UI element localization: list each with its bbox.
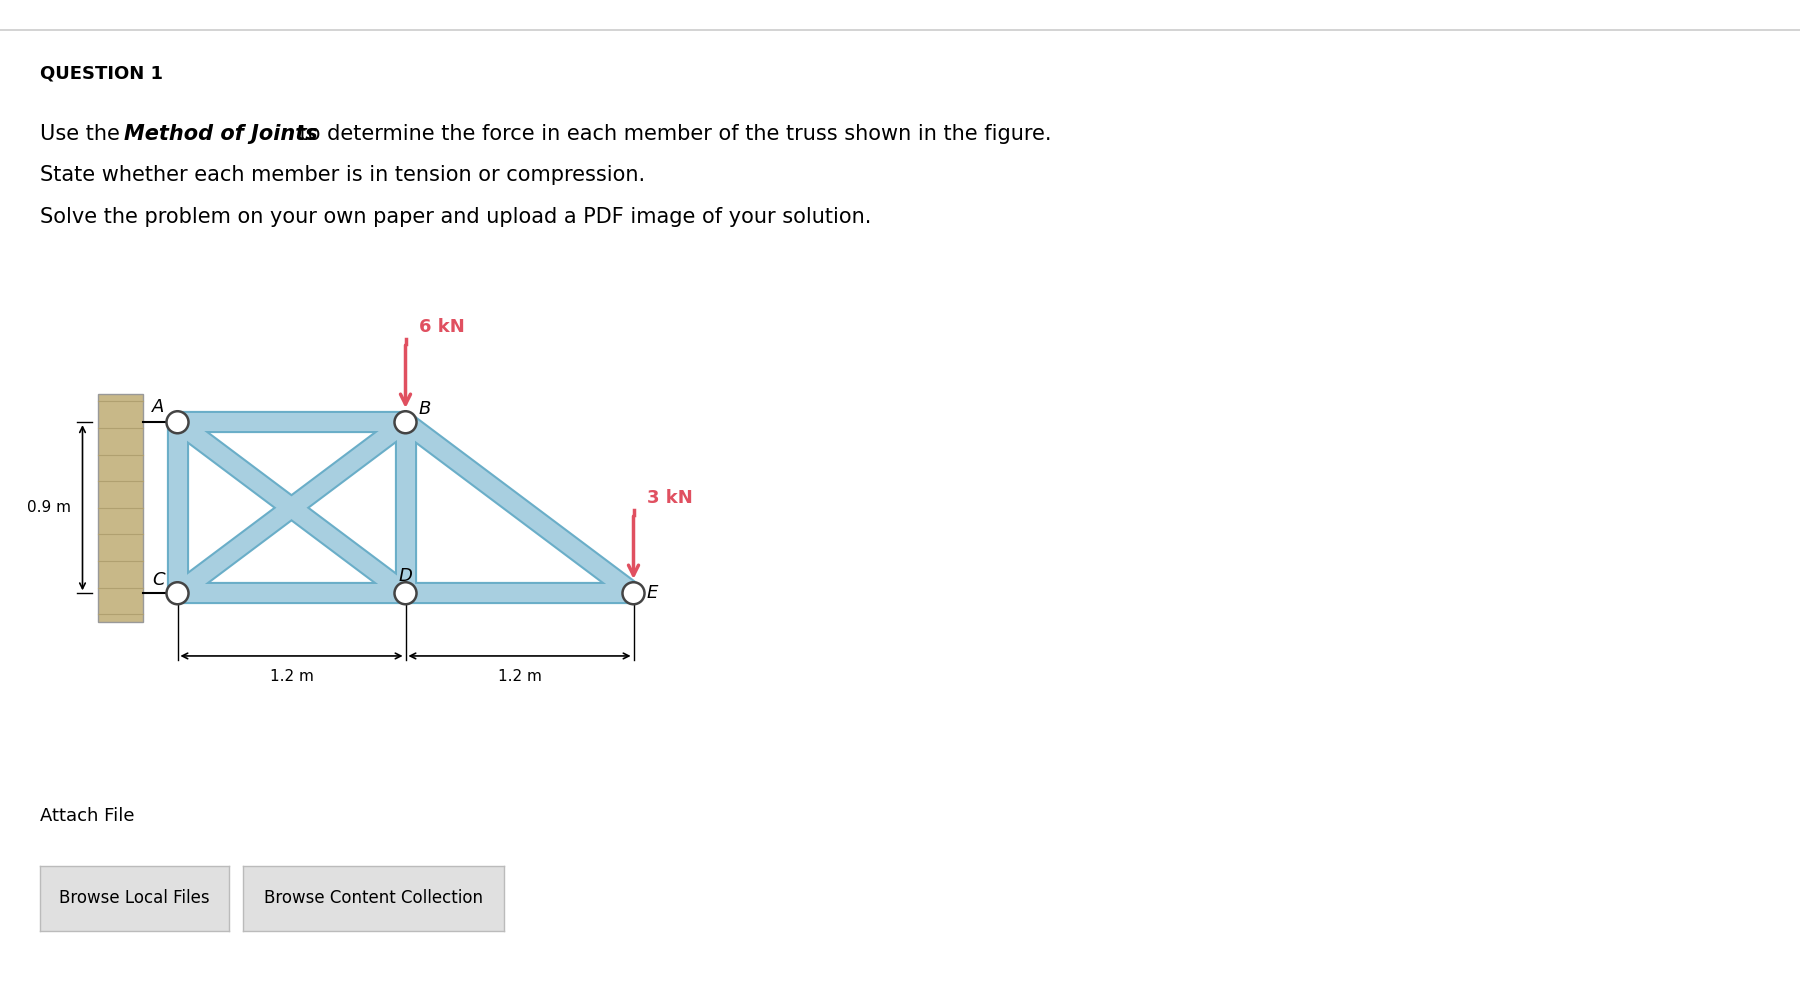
Text: 3 kN: 3 kN — [646, 489, 693, 507]
Text: E: E — [646, 584, 659, 602]
Text: Solve the problem on your own paper and upload a PDF image of your solution.: Solve the problem on your own paper and … — [40, 207, 871, 227]
Text: B: B — [418, 400, 430, 418]
Text: QUESTION 1: QUESTION 1 — [40, 64, 162, 82]
Text: 1.2 m: 1.2 m — [270, 669, 313, 684]
Text: 6 kN: 6 kN — [419, 318, 464, 337]
Text: to determine the force in each member of the truss shown in the figure.: to determine the force in each member of… — [293, 124, 1051, 144]
Text: Browse Content Collection: Browse Content Collection — [265, 889, 482, 908]
Text: State whether each member is in tension or compression.: State whether each member is in tension … — [40, 165, 644, 185]
Circle shape — [623, 582, 644, 604]
Circle shape — [166, 411, 189, 434]
Text: D: D — [398, 567, 412, 585]
Text: Use the: Use the — [40, 124, 126, 144]
Circle shape — [166, 582, 189, 604]
Text: A: A — [153, 398, 164, 416]
Text: Attach File: Attach File — [40, 807, 133, 825]
Circle shape — [394, 411, 416, 434]
Circle shape — [394, 582, 416, 604]
Bar — [97, 394, 144, 622]
Text: 0.9 m: 0.9 m — [27, 500, 70, 515]
Text: Browse Local Files: Browse Local Files — [59, 889, 209, 908]
Text: Method of Joints: Method of Joints — [124, 124, 319, 144]
Text: C: C — [153, 571, 166, 589]
Text: 1.2 m: 1.2 m — [497, 669, 542, 684]
